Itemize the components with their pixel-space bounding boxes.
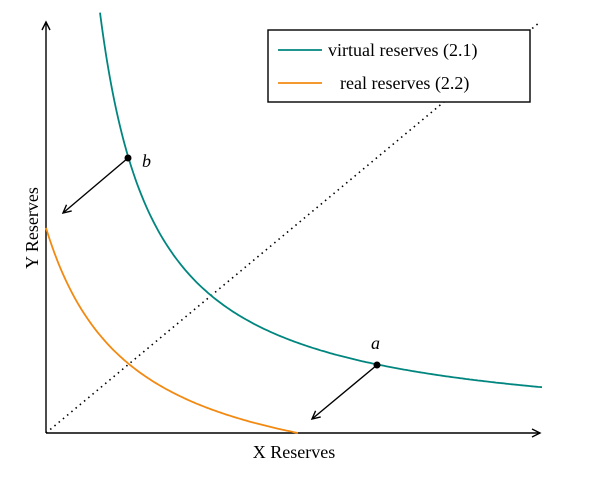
legend-label: real reserves (2.2)	[340, 73, 469, 94]
real-curve	[45, 227, 299, 434]
point	[373, 361, 381, 369]
point-label: b	[142, 151, 151, 171]
point-label: a	[371, 333, 380, 353]
shift-arrow	[310, 364, 378, 421]
shift-arrow	[61, 157, 129, 215]
point	[124, 154, 132, 162]
y-axis-label: Y Reserves	[22, 187, 42, 269]
legend-box	[267, 29, 531, 103]
virtual-curve	[99, 12, 543, 389]
x-axis-label: X Reserves	[253, 442, 335, 462]
legend-label: virtual reserves (2.1)	[328, 40, 477, 61]
